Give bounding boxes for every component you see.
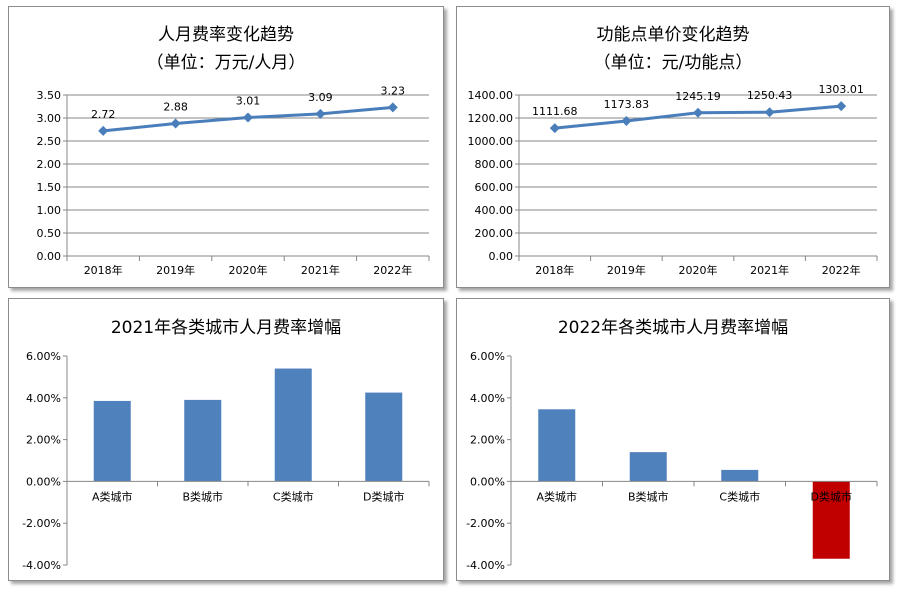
data-label: 3.09 [308, 91, 333, 104]
x-tick-label: 2018年 [84, 263, 123, 277]
y-tick-label: 6.00% [470, 350, 505, 363]
bar [538, 409, 576, 482]
y-tick-label: 1.50 [37, 181, 62, 194]
chart-subtitle: （单位：万元/人月） [146, 53, 306, 73]
data-point [836, 101, 847, 112]
x-tick-label: 2020年 [229, 263, 268, 277]
y-tick-label: -2.00% [466, 517, 505, 530]
data-point [98, 125, 109, 136]
chart-title: 2022年各类城市人月费率增幅 [557, 318, 789, 338]
y-tick-label: 400.00 [475, 204, 514, 217]
chart-title: 人月费率变化趋势 [158, 25, 294, 45]
data-point [693, 107, 703, 118]
data-point [621, 116, 632, 127]
x-tick-label: 2021年 [750, 263, 789, 277]
x-tick-label: 2020年 [679, 263, 718, 277]
data-point [764, 107, 775, 118]
chart-panel-2022-city-increase: 2022年各类城市人月费率增幅 -4.00% -2.00% 0.00% 2.00% 4.… [456, 298, 890, 581]
x-tick-label: 2022年 [373, 263, 412, 277]
y-tick-label: 800.00 [475, 158, 514, 171]
data-label: 2.88 [163, 101, 188, 114]
x-tick-label: C类城市 [273, 489, 314, 503]
y-tick-label: -4.00% [466, 559, 505, 572]
data-point [387, 102, 398, 113]
bar [365, 392, 403, 482]
data-label: 3.23 [381, 84, 406, 97]
line-chart-function-point-price: 0.00 200.00 400.00 600.00 800.00 1000.00 1200.… [468, 83, 878, 277]
chart-title: 功能点单价变化趋势 [596, 25, 750, 45]
chart-panel-man-month-rate: 人月费率变化趋势 （单位：万元/人月） 0.00 0.50 1.00 1.50 2.00… [8, 6, 444, 288]
x-tick-label: B类城市 [182, 489, 223, 503]
bar-chart-2022-city-increase: -4.00% -2.00% 0.00% 2.00% 4.00% 6.00% A类城市 B类城市… [466, 350, 878, 572]
x-tick-label: 2021年 [301, 263, 340, 277]
y-tick-label: 0.50 [37, 227, 62, 240]
bar [721, 469, 759, 482]
y-tick-label: 2.00% [26, 434, 61, 447]
y-tick-label: 3.50 [37, 89, 62, 102]
data-label: 3.01 [236, 95, 261, 108]
data-label: 1173.83 [604, 98, 650, 111]
data-label: 2.72 [91, 108, 116, 121]
bar [629, 452, 667, 482]
y-tick-label: 1.00 [37, 204, 62, 217]
y-tick-label: 1000.00 [468, 135, 514, 148]
y-tick-label: 0.00% [26, 475, 61, 488]
chart-panel-2021-city-increase: 2021年各类城市人月费率增幅 -4.00% -2.00% 0.00% 2.00% 4.… [8, 298, 444, 581]
data-point [170, 118, 181, 129]
chart-panel-function-point-price: 功能点单价变化趋势 （单位：元/功能点） 0.00 200.00 400.00 600… [456, 6, 890, 288]
x-tick-label: 2022年 [822, 263, 861, 277]
x-tick-label: D类城市 [363, 489, 404, 503]
data-point [315, 108, 326, 119]
y-tick-label: 4.00% [470, 392, 505, 405]
y-tick-label: -4.00% [22, 559, 61, 572]
x-tick-label: A类城市 [536, 489, 577, 503]
data-label: 1250.43 [747, 89, 793, 102]
data-point [549, 123, 560, 134]
y-tick-label: 200.00 [475, 227, 514, 240]
y-tick-label: 1200.00 [468, 112, 514, 125]
y-tick-label: 0.00% [470, 475, 505, 488]
y-tick-label: 2.00% [470, 434, 505, 447]
bar [93, 400, 131, 482]
bar [184, 399, 222, 482]
y-tick-label: 1400.00 [468, 89, 514, 102]
data-label: 1111.68 [532, 105, 578, 118]
chart-subtitle: （单位：元/功能点） [593, 53, 753, 73]
y-tick-label: 6.00% [26, 350, 61, 363]
line-chart-man-month-rate: 0.00 0.50 1.00 1.50 2.00 2.50 3.00 3.50 2018年 201… [37, 84, 430, 277]
x-tick-label: 2019年 [607, 263, 646, 277]
y-tick-label: 0.00 [489, 250, 514, 263]
y-tick-label: 4.00% [26, 392, 61, 405]
data-point [243, 112, 253, 123]
x-tick-label: A类城市 [92, 489, 133, 503]
data-label: 1303.01 [818, 83, 864, 96]
y-tick-label: 3.00 [37, 112, 62, 125]
bar [812, 481, 850, 559]
y-tick-label: 2.00 [37, 158, 62, 171]
x-tick-label: 2018年 [535, 263, 574, 277]
x-tick-label: C类城市 [719, 489, 760, 503]
data-label: 1245.19 [675, 90, 721, 103]
bar-chart-2021-city-increase: -4.00% -2.00% 0.00% 2.00% 4.00% 6.00% A类城市 B类城市… [22, 350, 430, 572]
bar [274, 368, 312, 482]
x-tick-label: 2019年 [156, 263, 195, 277]
y-tick-label: -2.00% [22, 517, 61, 530]
y-tick-label: 600.00 [475, 181, 514, 194]
y-tick-label: 2.50 [37, 135, 62, 148]
chart-title: 2021年各类城市人月费率增幅 [110, 318, 342, 338]
y-tick-label: 0.00 [37, 250, 62, 263]
x-tick-label: D类城市 [811, 489, 852, 503]
x-tick-label: B类城市 [628, 489, 669, 503]
